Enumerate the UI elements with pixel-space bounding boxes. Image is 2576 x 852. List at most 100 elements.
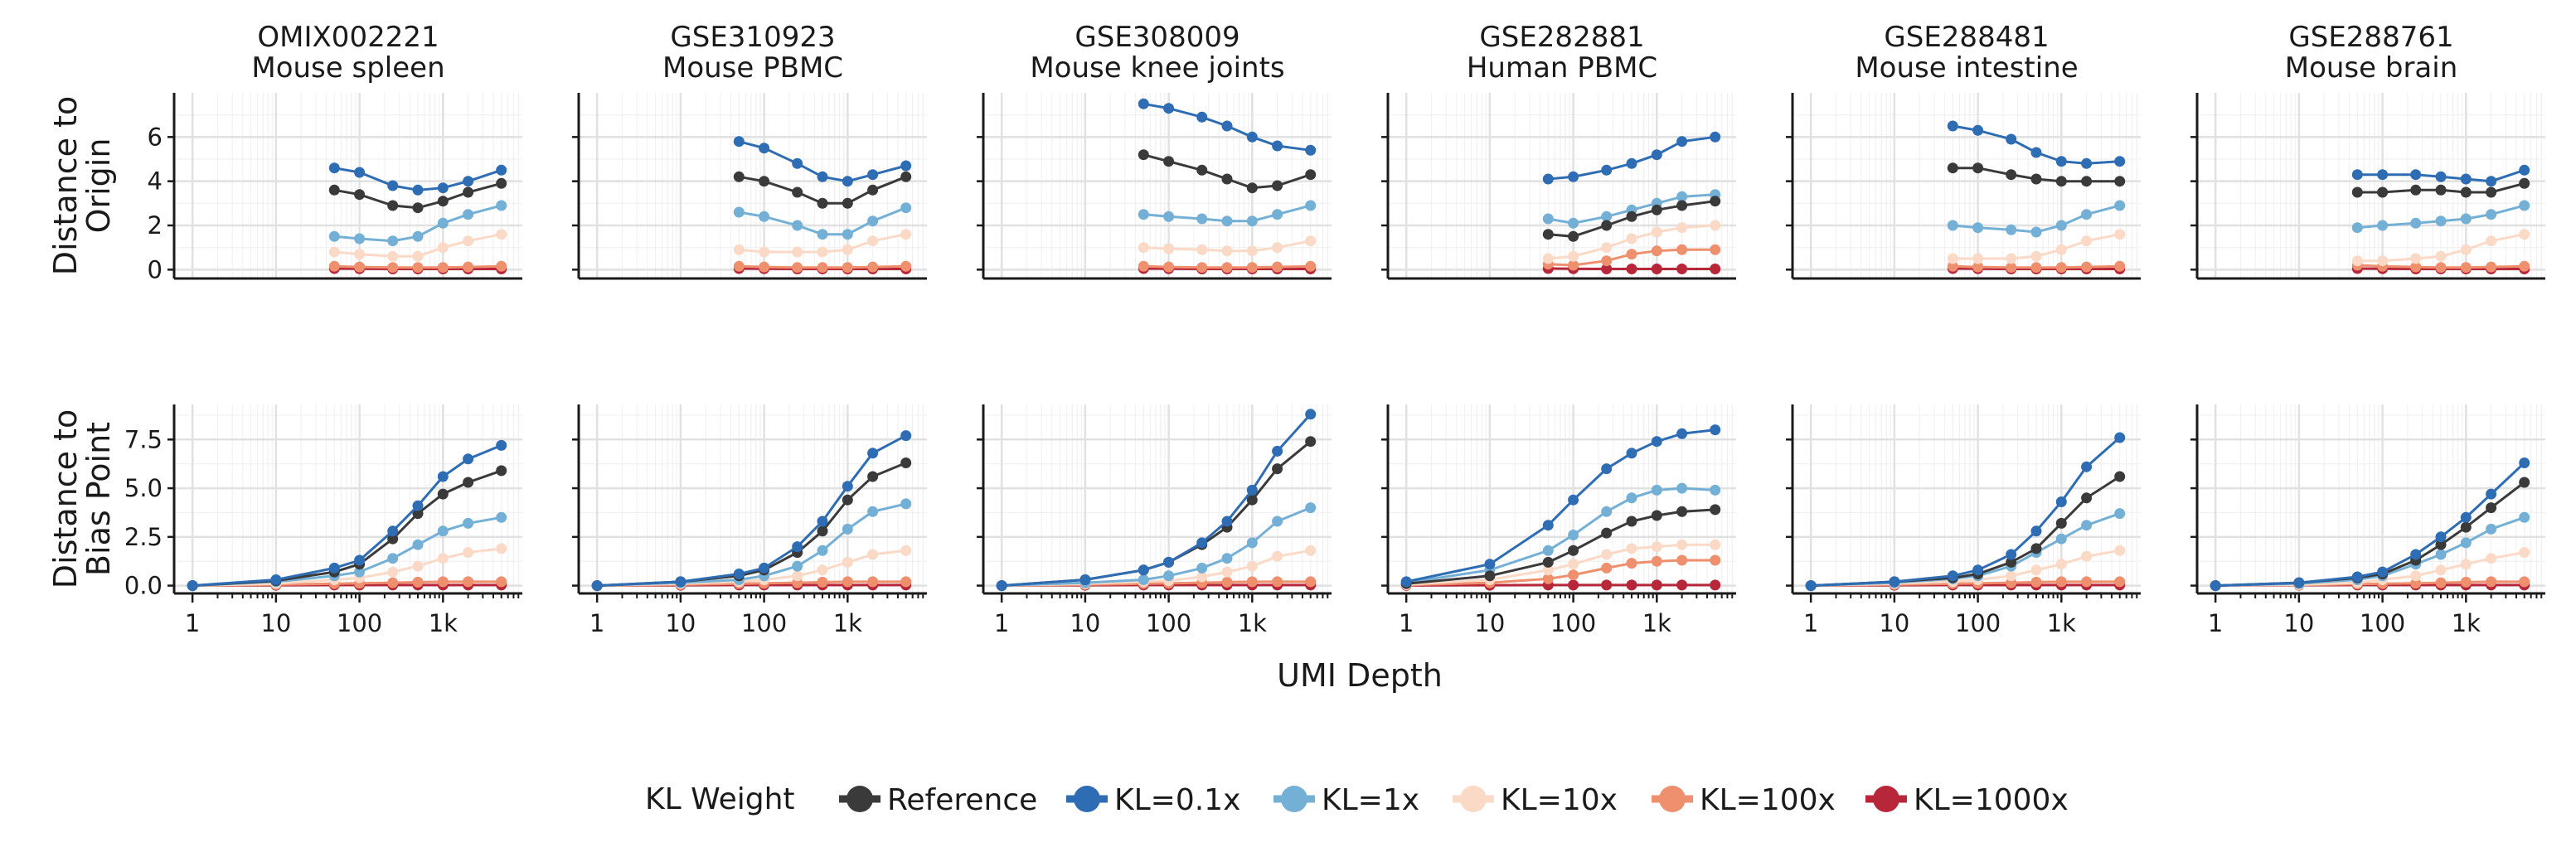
data-point xyxy=(1196,571,1208,583)
data-point xyxy=(496,511,507,523)
data-point xyxy=(412,560,424,572)
legend-item-kl-100x: KL=100x xyxy=(1652,783,1836,817)
data-point xyxy=(2486,576,2497,588)
data-point xyxy=(1163,570,1175,582)
data-point xyxy=(437,196,449,207)
data-point xyxy=(2519,177,2530,189)
series-kl-10x xyxy=(1400,539,1721,590)
data-point xyxy=(792,262,803,274)
data-point xyxy=(1305,260,1317,272)
data-point xyxy=(2055,220,2067,231)
legend-item-kl-10x: KL=10x xyxy=(1453,783,1618,817)
series-kl-10x xyxy=(2351,229,2530,267)
data-point xyxy=(1272,180,1283,191)
data-point xyxy=(1676,482,1688,494)
series-reference xyxy=(2351,177,2530,198)
data-point xyxy=(2460,262,2472,274)
data-point xyxy=(1196,537,1208,549)
data-point xyxy=(1221,215,1233,227)
data-point xyxy=(2435,549,2447,560)
x-tick-label: 100 xyxy=(1955,609,2001,637)
data-point xyxy=(1163,261,1175,273)
data-point xyxy=(1246,215,1258,227)
data-point xyxy=(2081,176,2093,187)
data-point xyxy=(2410,184,2422,196)
data-point xyxy=(1568,569,1579,581)
y-axis-label-row-1: Distance toOrigin xyxy=(47,96,117,275)
y-axis-label-row-2: Distance toBias Point xyxy=(47,409,117,588)
data-point xyxy=(1221,173,1233,185)
data-point xyxy=(1651,484,1662,496)
data-point xyxy=(1710,264,1721,274)
series-kl-10x xyxy=(328,229,507,262)
data-point xyxy=(1626,492,1637,504)
data-point xyxy=(1221,516,1233,527)
data-point xyxy=(1542,520,1554,531)
data-point xyxy=(2210,580,2221,592)
data-point xyxy=(842,523,853,535)
data-point xyxy=(675,576,686,588)
data-point xyxy=(867,261,879,273)
data-point xyxy=(412,576,424,588)
data-point xyxy=(1651,245,1662,257)
data-point xyxy=(1305,169,1317,181)
data-point xyxy=(1676,554,1688,566)
data-point xyxy=(1196,213,1208,225)
data-point xyxy=(1568,545,1579,556)
data-point xyxy=(2486,209,2497,220)
data-point xyxy=(387,525,399,537)
data-point xyxy=(1710,554,1721,566)
data-point xyxy=(1138,98,1149,109)
data-point xyxy=(2114,176,2126,187)
data-point xyxy=(1305,502,1317,514)
data-point xyxy=(2293,577,2305,588)
data-point xyxy=(842,229,853,240)
data-point xyxy=(2055,244,2067,255)
data-point xyxy=(187,580,198,592)
data-point xyxy=(1626,448,1637,459)
data-point xyxy=(2114,545,2126,556)
data-point xyxy=(1626,264,1637,274)
data-point xyxy=(2460,186,2472,198)
series-reference xyxy=(1138,149,1317,194)
data-point xyxy=(867,184,879,196)
x-tick-label: 1 xyxy=(1803,609,1818,637)
data-point xyxy=(2006,570,2017,582)
data-point xyxy=(817,229,828,240)
data-point xyxy=(2114,260,2126,272)
data-point xyxy=(1626,516,1637,527)
data-point xyxy=(867,169,879,181)
data-point xyxy=(2030,262,2042,274)
data-point xyxy=(792,560,803,572)
data-point xyxy=(1246,182,1258,194)
x-tick-label: 1k xyxy=(2047,609,2076,637)
data-point xyxy=(1138,209,1149,220)
data-point xyxy=(900,260,912,272)
data-point xyxy=(1196,111,1208,123)
series-kl-0-1x xyxy=(187,439,507,592)
x-tick-label: 1k xyxy=(1642,609,1671,637)
x-tick-label: 10 xyxy=(1474,609,1505,637)
data-point xyxy=(387,200,399,211)
x-tick-label: 100 xyxy=(1550,609,1596,637)
data-point xyxy=(2519,260,2530,272)
data-point xyxy=(2351,186,2363,198)
data-point xyxy=(1196,164,1208,176)
data-point xyxy=(1651,149,1662,161)
data-point xyxy=(842,262,853,274)
data-point xyxy=(496,439,507,451)
data-point xyxy=(1601,242,1613,254)
data-point xyxy=(354,566,366,578)
data-point xyxy=(1272,209,1283,220)
data-point xyxy=(1221,566,1233,578)
data-point xyxy=(1626,543,1637,554)
x-tick-label: 10 xyxy=(2283,609,2314,637)
data-point xyxy=(1196,244,1208,255)
row-labels: Distance toOrigin Distance toBias Point xyxy=(47,96,117,588)
data-point xyxy=(328,230,340,242)
data-point xyxy=(2055,176,2067,187)
data-point xyxy=(437,525,449,537)
series-kl-0-1x xyxy=(1542,131,1721,185)
data-point xyxy=(2410,253,2422,264)
data-point xyxy=(496,200,507,211)
